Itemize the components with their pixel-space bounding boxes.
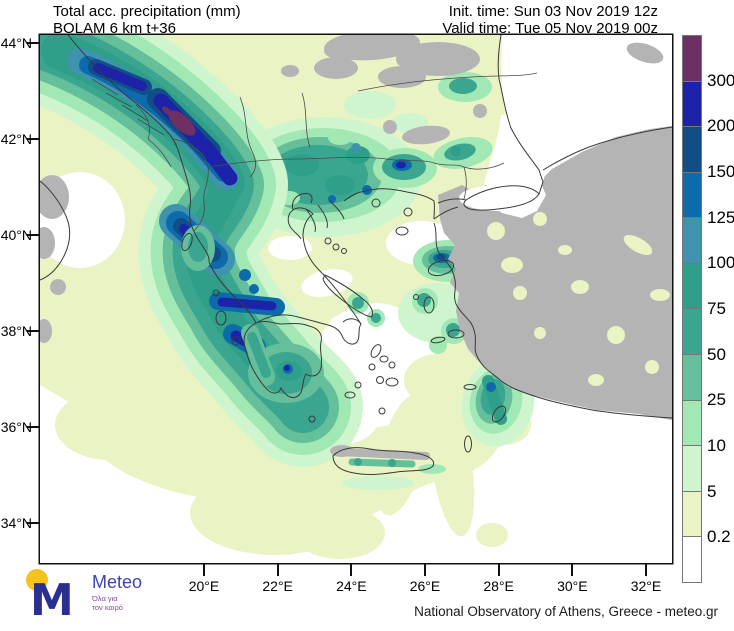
page-title: Total acc. precipitation (mm) — [53, 3, 241, 20]
colorbar-cell — [683, 36, 701, 82]
lon-tick — [350, 563, 353, 576]
colorbar-label: 125 — [707, 207, 734, 227]
colorbar-cell — [683, 263, 701, 310]
lat-label: 38°N — [0, 323, 32, 339]
lat-label: 44°N — [0, 35, 32, 51]
header-right: Init. time: Sun 03 Nov 2019 12z Valid ti… — [390, 3, 658, 37]
colorbar-cell — [683, 309, 701, 356]
lat-tick — [27, 42, 40, 44]
lon-label: 24°E — [336, 578, 367, 594]
colorbar-cell — [683, 218, 701, 264]
map-canvas — [40, 35, 672, 563]
colorbar-label: 10 — [707, 436, 726, 455]
logo-tagline: Όλα για τον καιρό — [92, 594, 142, 612]
colorbar-cell — [683, 537, 701, 582]
colorbar-label: 75 — [707, 299, 726, 318]
colorbar-label: 100 — [707, 253, 734, 273]
lon-tick — [645, 563, 647, 576]
colorbar-cell — [683, 491, 701, 538]
lat-tick — [27, 426, 40, 428]
logo-sun-icon — [26, 569, 48, 591]
map-coastlines — [40, 35, 672, 476]
lon-tick — [571, 563, 574, 576]
lon-label: 20°E — [188, 578, 220, 594]
colorbar-cell — [683, 81, 701, 128]
meteo-logo-mark: M — [26, 569, 74, 621]
precipitation-map — [40, 35, 672, 563]
lon-label: 26°E — [409, 578, 441, 594]
logo-m-glyph: M — [30, 575, 74, 621]
colorbar-cell — [683, 355, 701, 401]
lon-tick — [203, 563, 205, 576]
attribution: National Observatory of Athens, Greece -… — [414, 604, 718, 619]
logo-brand: Meteo — [92, 572, 143, 592]
lon-label: 30°E — [557, 578, 588, 594]
model-label: BOLAM 6 km t+36 — [53, 20, 176, 37]
colorbar-cell — [683, 172, 701, 219]
colorbar — [682, 35, 702, 583]
colorbar-cell — [683, 446, 701, 492]
valid-time: Valid time: Tue 05 Nov 2019 00z — [442, 20, 658, 37]
lat-tick — [27, 522, 40, 524]
lat-tick — [27, 138, 40, 140]
colorbar-label: 150 — [707, 162, 734, 181]
map-no-data-gray — [40, 35, 672, 460]
meteo-logo: M Meteo Όλα για τον καιρό — [24, 567, 142, 621]
init-time: Init. time: Sun 03 Nov 2019 12z — [448, 3, 658, 20]
lat-label: 36°N — [0, 419, 32, 435]
logo-tagline-line2: τον καιρό — [92, 603, 123, 612]
lat-tick — [27, 234, 40, 236]
map-anatolia-details — [459, 174, 670, 386]
lon-label: 22°E — [262, 578, 293, 594]
logo-tagline-line1: Όλα για — [92, 594, 118, 603]
map-country-borders — [135, 72, 538, 232]
lon-tick — [276, 563, 279, 576]
logo-text: Meteo Όλα για τον καιρό — [92, 567, 142, 612]
colorbar-label: 0.2 — [707, 527, 731, 547]
lat-label: 42°N — [0, 131, 32, 147]
colorbar-label: 50 — [707, 344, 726, 364]
lon-tick — [424, 563, 426, 576]
lon-tick — [497, 563, 500, 576]
colorbar-label: 200 — [707, 116, 734, 136]
lat-label: 34°N — [0, 515, 32, 531]
colorbar-label: 25 — [707, 390, 726, 410]
lon-label: 32°E — [630, 578, 662, 594]
lat-tick — [27, 330, 40, 332]
colorbar-cell — [683, 400, 701, 447]
colorbar-label: 300 — [707, 70, 734, 90]
header-left: Total acc. precipitation (mm) BOLAM 6 km… — [53, 3, 241, 37]
lon-label: 28°E — [483, 578, 514, 594]
colorbar-label: 5 — [707, 481, 717, 501]
lat-label: 40°N — [0, 227, 32, 243]
colorbar-cell — [683, 127, 701, 173]
